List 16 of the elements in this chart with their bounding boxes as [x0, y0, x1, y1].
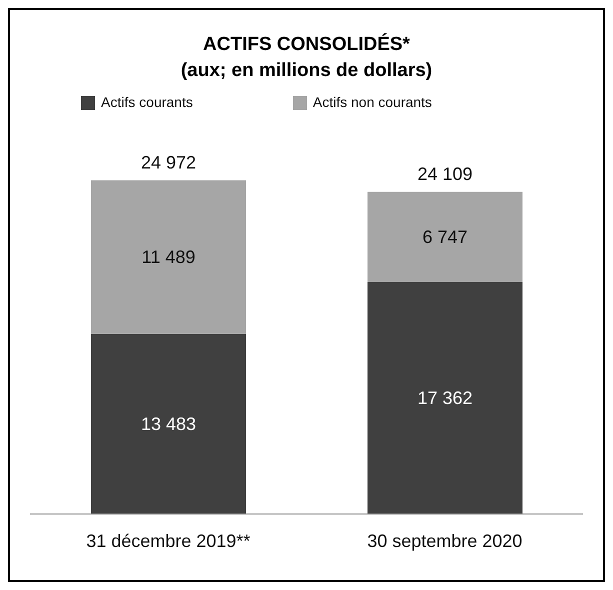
legend-label: Actifs non courants: [312, 94, 432, 110]
chart-subtitle: (aux; en millions de dollars): [180, 59, 434, 83]
chart-title: ACTIFS CONSOLIDÉS*: [202, 32, 411, 57]
data-label: 13 483: [140, 414, 196, 434]
bar: [91, 334, 246, 514]
bar: [368, 192, 522, 282]
x-tick-label: 30 septembre 2020: [367, 530, 522, 551]
bar: [91, 180, 246, 334]
data-label: 17 362: [417, 388, 473, 408]
data-label: 6 747: [422, 226, 468, 247]
bar: [368, 282, 522, 514]
total-label: 24 109: [417, 164, 473, 184]
data-label: 11 489: [142, 247, 196, 268]
x-tick-label: 31 décembre 2019**: [86, 530, 250, 551]
total-label: 24 972: [140, 152, 196, 172]
legend-label: Actifs courants: [101, 94, 193, 110]
